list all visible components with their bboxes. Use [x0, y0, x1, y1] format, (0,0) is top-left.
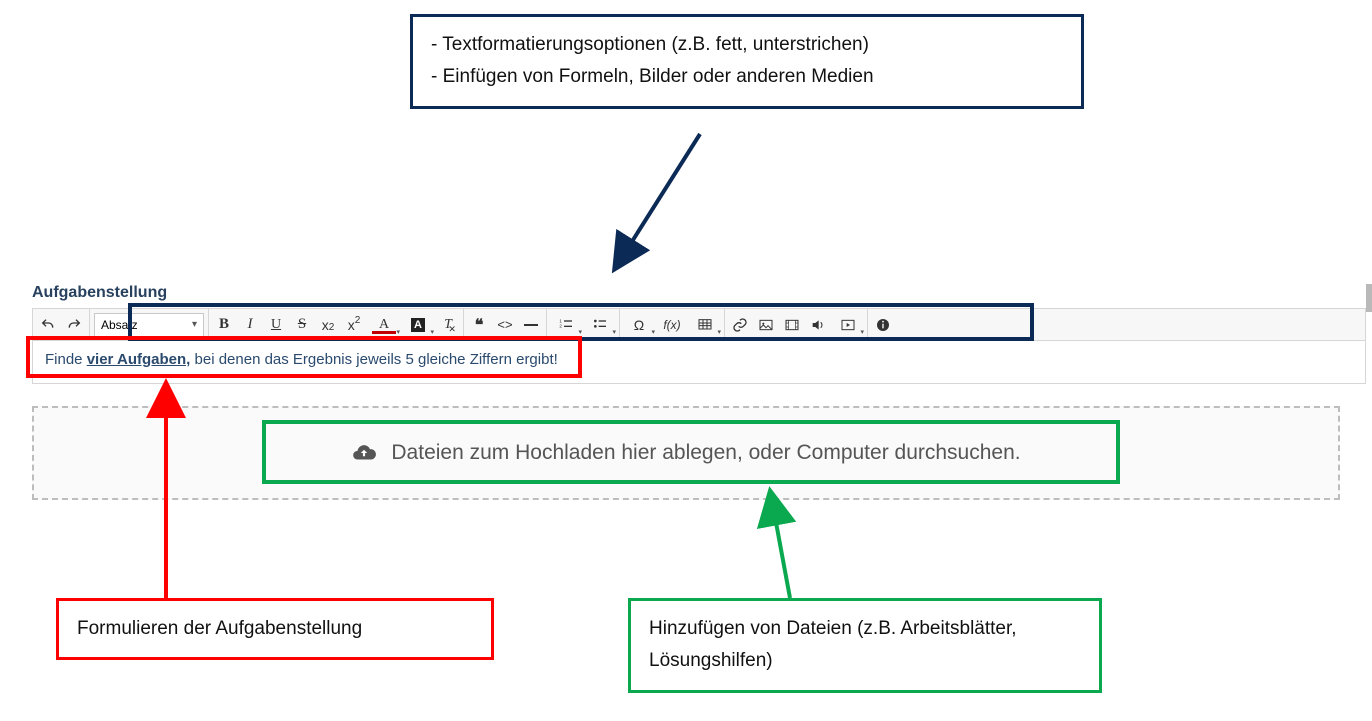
ul-icon: [592, 317, 608, 333]
underline-button[interactable]: U: [263, 312, 289, 338]
chevron-down-icon: ▾: [578, 328, 582, 336]
svg-text:1: 1: [559, 318, 562, 323]
code-icon: <>: [497, 317, 512, 332]
toolbar-group-blocks: ❝ <>: [464, 309, 547, 340]
content-text: Finde: [45, 351, 87, 368]
chevron-down-icon: ▾: [651, 328, 655, 336]
bold-button[interactable]: B: [211, 312, 237, 338]
editor-toolbar: Absatz ▾ B I U S x2 x2 A ▾ A ▾ T✕: [32, 308, 1366, 340]
chevron-down-icon: ▾: [192, 319, 197, 330]
table-button[interactable]: ▾: [688, 312, 722, 338]
image-icon: [758, 317, 774, 333]
clearformat-icon: T✕: [444, 317, 452, 333]
paragraph-select[interactable]: Absatz ▾: [94, 313, 204, 337]
unordered-list-button[interactable]: ▾: [583, 312, 617, 338]
editor-content[interactable]: Finde vier Aufgaben, bei denen das Ergeb…: [32, 340, 1366, 384]
toolbar-group-insert: Ω ▾ f(x) ▾: [620, 309, 725, 340]
callout-line: - Einfügen von Formeln, Bilder oder ande…: [431, 61, 1063, 93]
callout-task-formulation: Formulieren der Aufgabenstellung: [56, 598, 494, 660]
content-text-emphasis: vier Aufgaben,: [87, 351, 191, 368]
file-dropzone[interactable]: Dateien zum Hochladen hier ablegen, oder…: [32, 406, 1340, 500]
toolbar-group-media: ▾: [725, 309, 868, 340]
toolbar-group-block: Absatz ▾: [90, 309, 209, 340]
content-text: bei denen das Ergebnis jeweils 5 gleiche…: [190, 351, 557, 368]
chevron-down-icon: ▾: [860, 328, 864, 336]
callout-toolbar-description: - Textformatierungsoptionen (z.B. fett, …: [410, 14, 1084, 109]
ol-icon: 1 2: [558, 317, 574, 333]
chevron-down-icon: ▾: [612, 328, 616, 336]
redo-button[interactable]: [61, 312, 87, 338]
dropzone-inner: Dateien zum Hochladen hier ablegen, oder…: [351, 440, 1020, 466]
task-editor: Aufgabenstellung Absatz ▾ B I U S x2 x2 …: [32, 284, 1366, 384]
toolbar-group-help: [868, 309, 898, 340]
svg-text:2: 2: [559, 323, 562, 328]
omega-icon: Ω: [634, 317, 644, 333]
audio-button[interactable]: [805, 312, 831, 338]
info-button[interactable]: [870, 312, 896, 338]
toolbar-group-inline: B I U S x2 x2 A ▾ A ▾ T✕: [209, 309, 464, 340]
blockquote-button[interactable]: ❝: [466, 312, 492, 338]
redo-icon: [66, 317, 82, 333]
editor-label: Aufgabenstellung: [32, 284, 1366, 302]
specialchar-button[interactable]: Ω ▾: [622, 312, 656, 338]
textcolor-button[interactable]: A ▾: [367, 312, 401, 338]
video-button[interactable]: [779, 312, 805, 338]
toolbar-group-history: [33, 309, 90, 340]
chevron-down-icon: ▾: [430, 328, 434, 336]
superscript-button[interactable]: x2: [341, 312, 367, 338]
hr-icon: [524, 324, 538, 326]
strike-button[interactable]: S: [289, 312, 315, 338]
subscript-button[interactable]: x2: [315, 312, 341, 338]
clearformat-button[interactable]: T✕: [435, 312, 461, 338]
ordered-list-button[interactable]: 1 2 ▾: [549, 312, 583, 338]
dropzone-text: Dateien zum Hochladen hier ablegen, oder…: [391, 441, 1020, 465]
chevron-down-icon: ▾: [396, 328, 400, 336]
formula-icon: f(x): [663, 318, 680, 332]
hr-button[interactable]: [518, 312, 544, 338]
toolbar-group-lists: 1 2 ▾ ▾: [547, 309, 620, 340]
audio-icon: [810, 317, 826, 333]
callout-line: - Textformatierungsoptionen (z.B. fett, …: [431, 29, 1063, 61]
undo-icon: [40, 317, 56, 333]
quote-icon: ❝: [475, 315, 484, 335]
callout-line: Formulieren der Aufgabenstellung: [77, 613, 473, 645]
bgcolor-button[interactable]: A ▾: [401, 312, 435, 338]
paragraph-select-value: Absatz: [101, 318, 138, 332]
table-icon: [697, 317, 713, 333]
embed-button[interactable]: ▾: [831, 312, 865, 338]
formula-button[interactable]: f(x): [656, 312, 688, 338]
chevron-down-icon: ▾: [717, 328, 721, 336]
link-icon: [732, 317, 748, 333]
undo-button[interactable]: [35, 312, 61, 338]
info-icon: [875, 317, 891, 333]
callout-file-upload: Hinzufügen von Dateien (z.B. Arbeitsblät…: [628, 598, 1102, 693]
italic-button[interactable]: I: [237, 312, 263, 338]
embed-icon: [840, 317, 856, 333]
callout-line: Lösungshilfen): [649, 645, 1081, 677]
cloud-upload-icon: [351, 440, 377, 466]
scrollbar-hint: [1366, 284, 1372, 312]
code-button[interactable]: <>: [492, 312, 518, 338]
callout-line: Hinzufügen von Dateien (z.B. Arbeitsblät…: [649, 613, 1081, 645]
textcolor-swatch: [372, 331, 396, 334]
link-button[interactable]: [727, 312, 753, 338]
image-button[interactable]: [753, 312, 779, 338]
film-icon: [784, 317, 800, 333]
